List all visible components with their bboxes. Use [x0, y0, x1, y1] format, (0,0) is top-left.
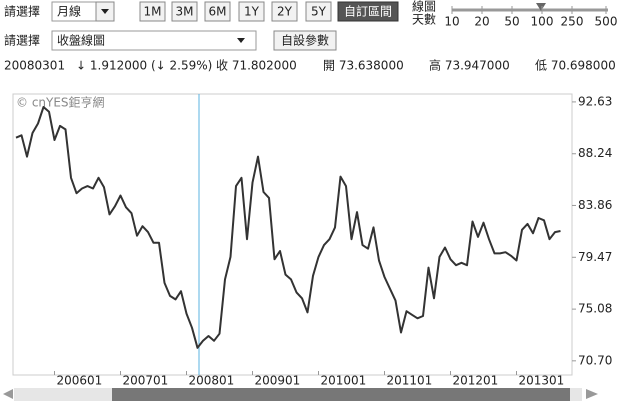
dropdown-arrow [101, 9, 109, 14]
slider-thumb[interactable] [536, 3, 546, 11]
range-button[interactable] [204, 1, 231, 22]
slider-tick-label: 50 [504, 15, 519, 29]
range-button[interactable] [171, 1, 198, 22]
x-tick-label: 200701 [123, 374, 169, 388]
slider-tick-label: 500 [595, 15, 618, 29]
info-high: 高 73.947000 [429, 58, 510, 73]
price-line [15, 106, 561, 349]
chart-kind-select[interactable] [51, 30, 257, 51]
custom-range-button[interactable] [337, 1, 399, 22]
range-button[interactable] [238, 1, 265, 22]
slider-tick-label: 250 [561, 15, 584, 29]
period-value: 月線 [57, 4, 81, 19]
chart-kind-value: 收盤線圖 [57, 33, 105, 48]
scroll-right[interactable] [586, 389, 598, 399]
dropdown-arrow [237, 38, 245, 43]
select-label: 請選擇 [4, 33, 40, 48]
range-label: 2Y [277, 5, 293, 19]
y-tick-label: 70.70 [578, 353, 612, 367]
params-button[interactable] [273, 30, 337, 51]
y-tick-label: 92.63 [578, 94, 612, 108]
y-tick-label: 79.47 [578, 250, 612, 264]
range-button[interactable] [139, 1, 166, 22]
y-tick-label: 75.08 [578, 302, 612, 316]
x-tick-label: 200901 [255, 374, 301, 388]
range-label: 5Y [311, 5, 327, 19]
watermark: © cnYES鉅亨網 [16, 95, 105, 110]
info-open: 開 73.638000 [323, 59, 404, 73]
info-date: 20080301 [4, 59, 65, 73]
range-label: 1Y [244, 5, 260, 19]
scroll-left[interactable] [3, 389, 13, 399]
info-change: ↓ 1.912000 (↓ 2.59%) [76, 59, 212, 73]
x-tick-label: 201301 [519, 374, 565, 388]
x-tick-label: 200801 [189, 374, 235, 388]
custom-range-label: 自訂區間 [344, 4, 392, 19]
range-label: 6M [209, 5, 227, 19]
x-tick-label: 201201 [453, 374, 499, 388]
slider-tick-label: 100 [531, 15, 554, 29]
range-button[interactable] [271, 1, 298, 22]
days-label: 天數 [412, 13, 436, 27]
days-label: 線圖 [412, 0, 436, 14]
slider-tick-label: 20 [474, 15, 489, 29]
info-low: 低 70.698000 [535, 59, 616, 73]
x-tick-label: 200601 [57, 374, 103, 388]
range-button[interactable] [305, 1, 332, 22]
select-label: 請選擇 [4, 4, 40, 19]
y-tick-label: 88.24 [578, 146, 612, 160]
slider-tick-label: 10 [444, 15, 459, 29]
params-label: 自設參數 [281, 33, 329, 48]
x-tick-label: 201101 [387, 374, 433, 388]
y-tick-label: 83.86 [578, 198, 612, 212]
info-close: 收 71.802000 [216, 59, 297, 73]
x-tick-label: 201001 [321, 374, 367, 388]
range-label: 1M [144, 5, 162, 19]
scroll-thumb[interactable] [112, 388, 570, 401]
range-label: 3M [176, 5, 194, 19]
